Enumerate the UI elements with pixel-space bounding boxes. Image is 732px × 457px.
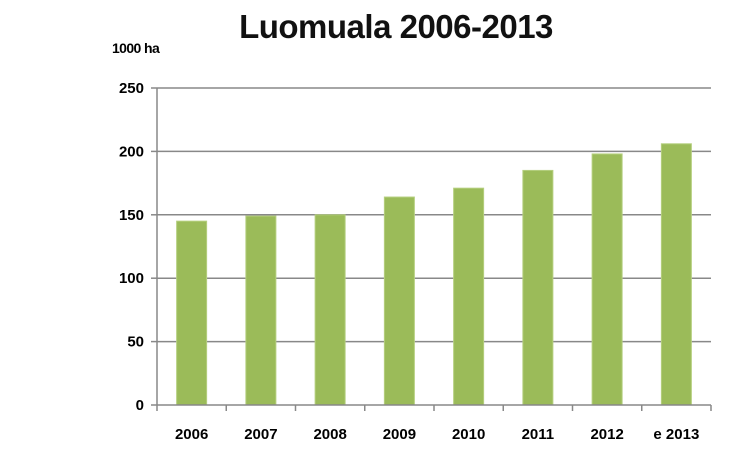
y-axis-unit-label: 1000 ha [112,40,160,56]
x-tick-label-2008: 2008 [313,426,346,443]
bar-2012 [591,153,623,406]
x-tick-label-2010: 2010 [452,426,485,443]
gridlines [157,87,711,343]
y-tick-label-200: 200 [119,143,144,160]
y-tick-label-100: 100 [119,270,144,287]
bar-2010 [453,187,485,406]
tick-labels: 0 50 100 150 200 250 2006 2007 2008 2009 2010 2011 2… [119,80,699,443]
bar-2009 [383,196,415,406]
y-tick-label-150: 150 [119,207,144,224]
x-tick-label-e-2013: e 2013 [653,426,699,443]
x-tick-label-2007: 2007 [244,426,277,443]
x-tick-label-2009: 2009 [383,426,416,443]
chart-title: Luomuala 2006-2013 [239,8,553,45]
y-tick-label-0: 0 [136,397,144,414]
x-tick-label-2012: 2012 [590,426,623,443]
axes [151,87,712,411]
bar-e-2013 [660,143,692,406]
y-tick-label-50: 50 [127,334,144,351]
y-tick-label-250: 250 [119,80,144,97]
bar-2008 [314,214,346,406]
x-tick-label-2011: 2011 [522,426,555,443]
bar-2007 [245,215,277,406]
bar-2011 [522,169,554,406]
x-tick-label-2006: 2006 [175,426,208,443]
bars [176,143,692,406]
bar-2006 [176,220,208,406]
